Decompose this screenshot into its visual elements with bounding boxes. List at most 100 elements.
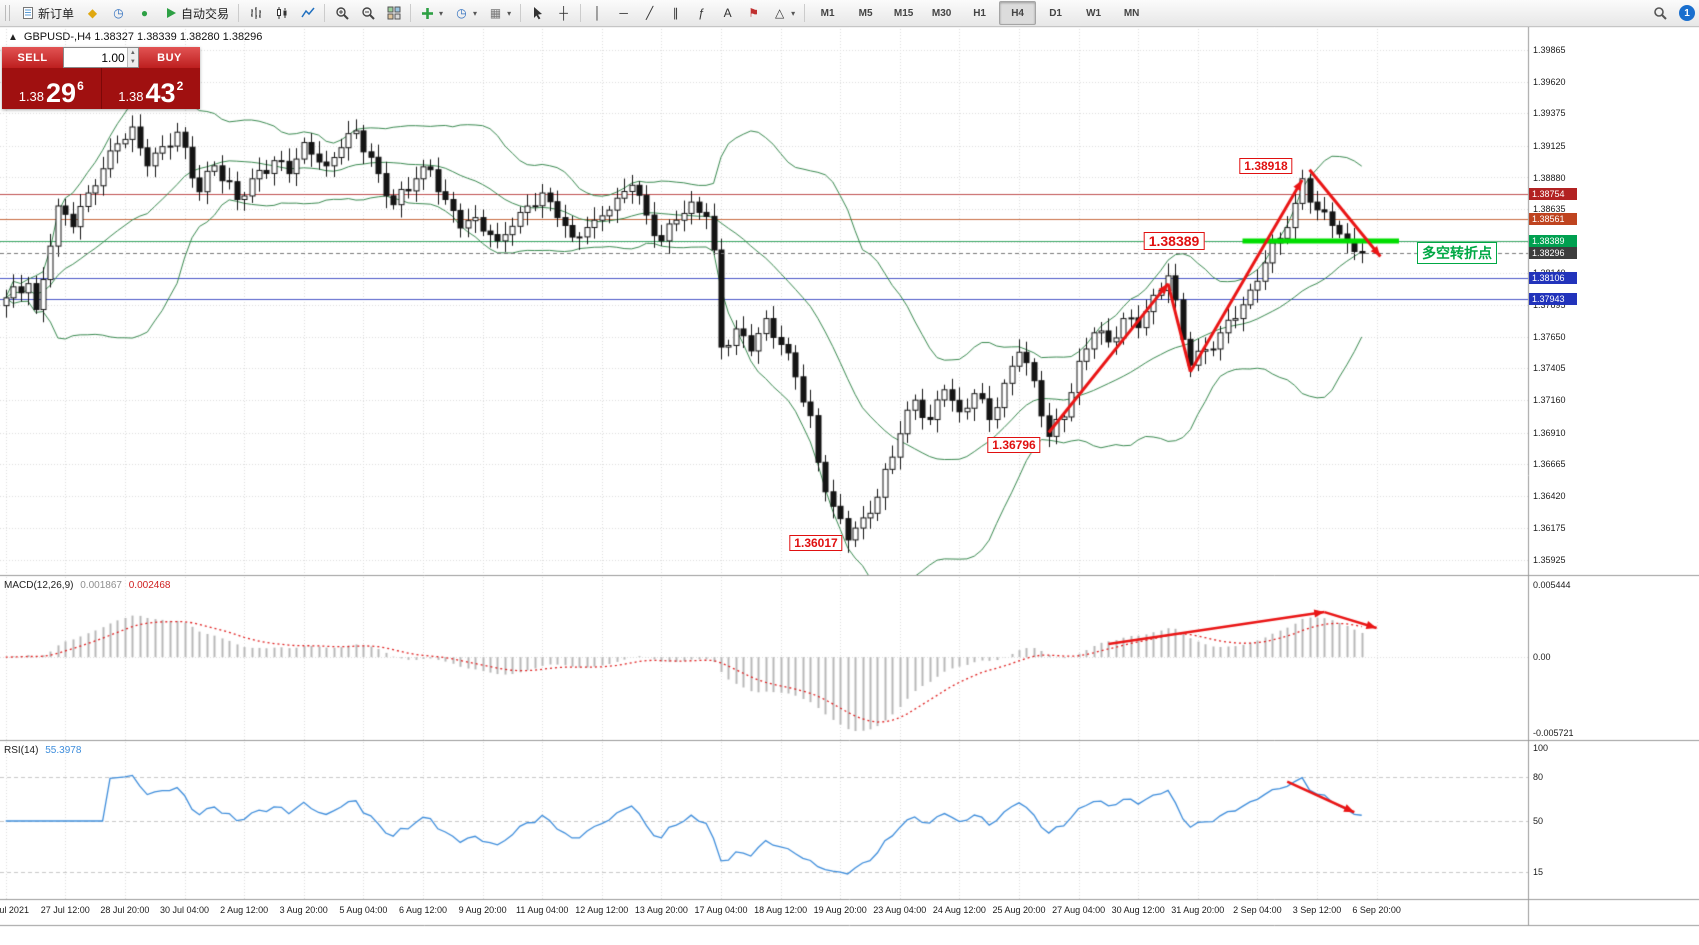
arrow-label-button[interactable]: ⚑: [741, 1, 766, 25]
symbol-ohlc-text: GBPUSD-,H4 1.38327 1.38339 1.38280 1.382…: [23, 31, 263, 43]
horizontal-line-button[interactable]: ─: [611, 1, 636, 25]
rsi-indicator-label: RSI(14) 55.3978: [4, 745, 81, 756]
sell-price-sup: 6: [77, 79, 84, 93]
price-label-1-38389[interactable]: 1.38389: [1143, 232, 1205, 251]
metaeditor-button[interactable]: ◆: [80, 1, 105, 25]
note-turning-point[interactable]: 多空转折点: [1417, 241, 1497, 264]
toolbar-separator: [410, 4, 412, 22]
one-click-collapse-icon[interactable]: ▲: [8, 31, 18, 43]
periods-button[interactable]: ◷ ▾: [449, 1, 482, 25]
macd-value-signal: 0.002468: [128, 580, 171, 591]
fibonacci-button[interactable]: ƒ: [689, 1, 714, 25]
volume-up-button[interactable]: ▲: [127, 48, 138, 58]
new-order-button[interactable]: 新订单: [15, 1, 79, 25]
timeframe-m15-button[interactable]: M15: [893, 7, 914, 19]
volume-input[interactable]: [64, 48, 127, 67]
timeframe-w1-button[interactable]: W1: [1086, 7, 1102, 19]
chevron-down-icon: ▾: [473, 8, 478, 18]
arrow-label-icon: ⚑: [748, 5, 759, 20]
zoom-in-icon: [334, 6, 349, 21]
tile-windows-button[interactable]: [381, 1, 406, 25]
toolbar-separator: [580, 4, 582, 22]
bar-chart-button[interactable]: [243, 1, 268, 25]
horizontal-line-icon: ─: [619, 5, 628, 20]
search-button[interactable]: [1647, 1, 1672, 25]
zoom-out-button[interactable]: [355, 1, 380, 25]
sell-price-prefix: 1.38: [18, 88, 45, 104]
timeframe-mn-button[interactable]: MN: [1123, 7, 1140, 19]
crosshair-button[interactable]: ┼: [551, 1, 576, 25]
community-icon: ●: [140, 5, 149, 20]
metaeditor-icon: ◆: [87, 5, 98, 20]
price-label-1-36796[interactable]: 1.36796: [987, 436, 1041, 453]
sell-price[interactable]: 1.38 29 6: [2, 68, 101, 109]
line-chart-icon: [300, 6, 315, 21]
cursor-icon: [530, 6, 545, 21]
volume-down-button[interactable]: ▼: [127, 57, 138, 67]
line-chart-button[interactable]: [295, 1, 320, 25]
toolbar-grip[interactable]: [5, 5, 10, 21]
notifications-badge[interactable]: 1: [1679, 5, 1695, 21]
sell-button[interactable]: SELL: [2, 47, 63, 68]
trendline-icon: ╱: [645, 5, 654, 20]
timeframe-h1-button[interactable]: H1: [973, 7, 986, 19]
volume-stepper: ▲ ▼: [126, 48, 138, 67]
macd-indicator-label: MACD(12,26,9) 0.001867 0.002468: [4, 580, 170, 591]
autotrading-button[interactable]: 自动交易: [158, 1, 234, 25]
search-icon: [1652, 6, 1667, 21]
toolbar-separator: [804, 4, 806, 22]
toolbar: 新订单 ◆ ◷ ● 自动交易 ▾ ◷ ▾ ▦ ▾ ┼ │ ─ ╱ ∥ ƒ A ⚑ △ ▾ M1 M5 M15 M30 H1 H4 D…: [0, 0, 1699, 27]
cursor-button[interactable]: [525, 1, 550, 25]
text-button[interactable]: A: [715, 1, 740, 25]
timeframe-m1-button[interactable]: M1: [820, 7, 835, 19]
candlestick-chart-button[interactable]: [269, 1, 294, 25]
rsi-value: 55.3978: [45, 745, 82, 756]
timeframe-m30-button[interactable]: M30: [931, 7, 952, 19]
shapes-button[interactable]: △ ▾: [767, 1, 800, 25]
shapes-icon: △: [774, 5, 785, 20]
timeframe-h4-button[interactable]: H4: [999, 1, 1037, 25]
sell-price-big: 29: [46, 77, 77, 108]
macd-value-main: 0.001867: [80, 580, 122, 591]
indicators-icon: [420, 6, 435, 21]
autotrading-icon: [163, 6, 178, 21]
bar-chart-icon: [248, 6, 263, 21]
channel-button[interactable]: ∥: [663, 1, 688, 25]
templates-button[interactable]: ▦ ▾: [483, 1, 516, 25]
new-order-icon: [20, 6, 35, 21]
periods-icon: ◷: [456, 5, 467, 20]
templates-icon: ▦: [489, 5, 502, 20]
trendline-button[interactable]: ╱: [637, 1, 662, 25]
buy-price-sup: 2: [176, 79, 184, 93]
toolbar-separator: [520, 4, 522, 22]
rsi-name: RSI(14): [4, 745, 39, 756]
price-divider: [100, 68, 102, 109]
timeframe-m5-button[interactable]: M5: [858, 7, 873, 19]
buy-price-big: 43: [145, 77, 176, 108]
one-click-trading-panel: SELL ▲ ▼ BUY 1.38 29 6 1.38 43 2: [2, 47, 200, 109]
toolbar-separator: [238, 4, 240, 22]
buy-button[interactable]: BUY: [139, 47, 200, 68]
zoom-in-button[interactable]: [329, 1, 354, 25]
crosshair-icon: ┼: [559, 5, 568, 20]
chevron-down-icon: ▾: [791, 8, 796, 18]
price-label-1-38918[interactable]: 1.38918: [1239, 157, 1293, 174]
zoom-out-icon: [360, 6, 375, 21]
macd-name: MACD(12,26,9): [4, 580, 74, 591]
chevron-down-icon: ▾: [439, 8, 444, 18]
candlestick-icon: [274, 6, 289, 21]
toolbar-separator: [324, 4, 326, 22]
indicators-button[interactable]: ▾: [415, 1, 448, 25]
channel-icon: ∥: [672, 5, 679, 20]
price-label-1-36017[interactable]: 1.36017: [789, 535, 843, 552]
buy-price-prefix: 1.38: [118, 88, 144, 104]
timeframe-d1-button[interactable]: D1: [1049, 7, 1062, 19]
market-watch-button[interactable]: ◷: [106, 1, 131, 25]
mql5-community-button[interactable]: ●: [132, 1, 157, 25]
text-icon: A: [723, 5, 732, 20]
toolbar-button-label: 自动交易: [181, 6, 230, 21]
buy-price[interactable]: 1.38 43 2: [102, 68, 201, 109]
vertical-line-button[interactable]: │: [585, 1, 610, 25]
